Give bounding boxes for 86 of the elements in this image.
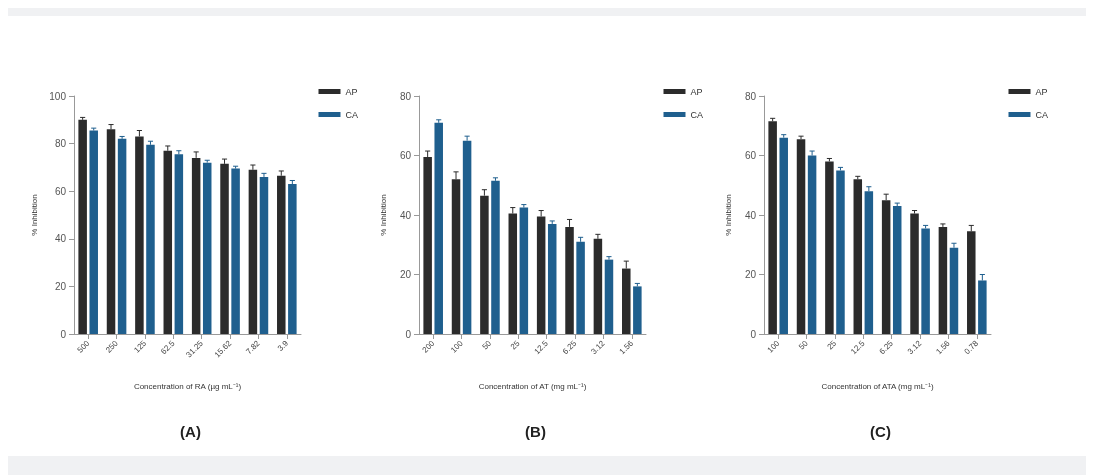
bar [117,138,127,334]
bar [547,223,557,334]
x-axis-title: Concentration of ATA (mg mL⁻¹) [821,381,934,391]
bar [191,157,201,334]
bar [248,169,258,334]
bar [921,228,930,334]
x-tick-label: 200 [420,338,437,355]
y-axis-title: % Inhibition [29,194,39,236]
bar [434,122,443,334]
bar [89,130,98,334]
x-tick-label: 12.5 [532,338,551,357]
bar [146,144,155,334]
legend-label: AP [345,86,358,97]
bar [259,176,269,334]
bar [519,207,529,334]
legend-label: CA [1035,109,1049,120]
x-tick-label: 125 [132,338,149,355]
bar [604,259,614,334]
y-tick-label: 80 [399,90,412,102]
bar [202,162,212,334]
y-tick-label: 20 [744,269,757,280]
legend-label: CA [690,109,704,120]
y-tick-label: 40 [54,233,67,245]
y-tick-label: 60 [54,185,67,197]
legend-label: AP [690,86,703,97]
bar [836,170,845,334]
legend-label: AP [1035,86,1048,97]
text: (C) [870,423,891,440]
y-tick-label: 100 [49,90,67,102]
x-tick-label: 100 [448,338,466,355]
y-tick-label: 40 [744,209,757,221]
x-tick-label: 25 [508,338,522,352]
x-tick-label: 0.78 [962,338,981,357]
bar [796,139,806,334]
bar [892,206,902,334]
bar [220,163,229,334]
y-tick-label: 60 [399,150,412,161]
bar [231,168,240,334]
x-tick-label: 50 [797,338,811,352]
bar [853,179,863,334]
y-tick-label: 0 [750,328,757,340]
y-tick-label: 20 [54,280,67,292]
bar [593,238,603,334]
y-tick-label: 40 [399,209,412,221]
bar [462,140,472,334]
y-axis-title: % Inhibition [723,194,733,236]
text: (B) [525,423,546,440]
bar [576,241,585,334]
x-axis-title: Concentration of AT (mg mL⁻¹) [478,381,587,391]
x-tick-label: 3.9 [275,338,291,354]
bar [106,129,116,334]
bar [491,180,500,334]
y-tick-label: 0 [60,328,67,340]
x-tick-label: 6.25 [877,338,896,357]
x-tick-label: 250 [103,338,121,355]
bar [288,184,297,334]
bar [423,156,432,334]
bar [938,226,948,334]
y-tick-label: 80 [54,138,67,150]
bar [277,175,286,334]
y-axis-title: % Inhibition [378,194,388,236]
legend-label: CA [345,109,359,120]
bar [807,155,817,334]
bar [779,137,788,334]
y-tick-label: 60 [744,150,757,161]
bar [864,191,874,334]
bar [949,247,959,334]
y-tick-label: 20 [399,269,412,280]
x-tick-label: 500 [75,338,92,355]
y-tick-label: 0 [405,328,412,340]
bar [633,286,642,334]
text: (A) [180,423,201,440]
x-axis-title: Concentration of RA (µg mL⁻¹) [133,381,242,391]
bar [768,121,777,334]
bar [163,150,173,334]
bar [910,213,919,334]
bar [174,154,184,334]
bar [78,119,87,334]
x-tick-label: 100 [765,338,782,355]
x-tick-label: 50 [480,338,494,352]
bar [825,161,834,334]
x-tick-label: 3.12 [589,338,608,357]
x-tick-label: 25 [825,338,839,352]
x-tick-label: 1.56 [934,338,953,357]
x-tick-label: 7.82 [244,338,263,357]
y-tick-label: 80 [744,90,757,102]
